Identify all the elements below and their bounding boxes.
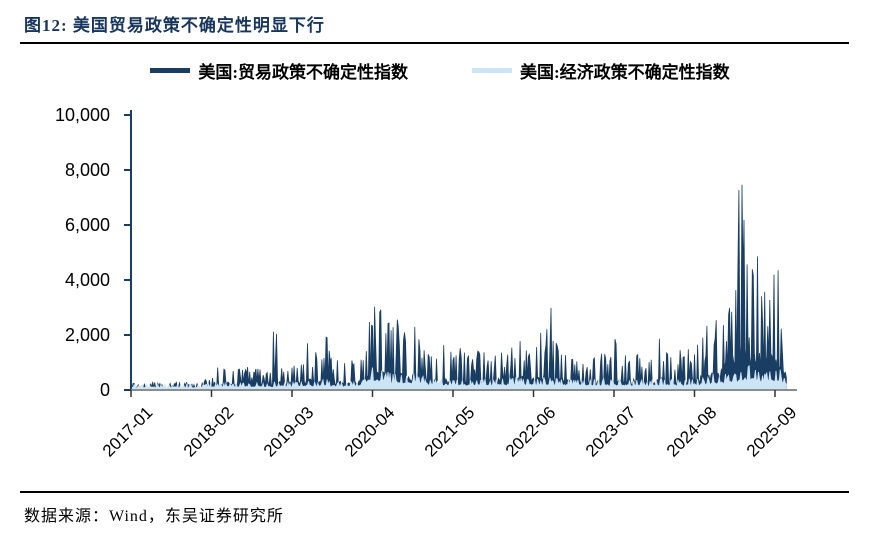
y-tick-label: 4,000 <box>64 270 110 290</box>
legend-swatch-tpu <box>150 68 191 73</box>
y-tick-label: 6,000 <box>64 215 110 235</box>
bottom-rule <box>20 491 849 493</box>
y-tick-label: 8,000 <box>64 160 110 180</box>
data-source: 数据来源：Wind，东吴证券研究所 <box>24 508 284 525</box>
chart-legend: 美国:贸易政策不确定性指数 美国:经济政策不确定性指数 <box>100 58 780 83</box>
series-area-epu <box>130 364 787 390</box>
legend-item-tpu: 美国:贸易政策不确定性指数 <box>150 58 408 83</box>
y-tick-label: 10,000 <box>54 105 110 125</box>
legend-item-epu: 美国:经济政策不确定性指数 <box>472 58 730 83</box>
legend-label: 美国:贸易政策不确定性指数 <box>198 63 408 82</box>
y-tick-label: 0 <box>99 380 110 400</box>
series-area-tpu <box>130 184 787 390</box>
top-rule <box>20 42 849 44</box>
legend-swatch-epu <box>472 68 512 73</box>
y-tick-label: 2,000 <box>64 325 110 345</box>
figure-title: 图12: 美国贸易政策不确定性明显下行 <box>24 16 325 35</box>
legend-label: 美国:经济政策不确定性指数 <box>520 63 730 82</box>
